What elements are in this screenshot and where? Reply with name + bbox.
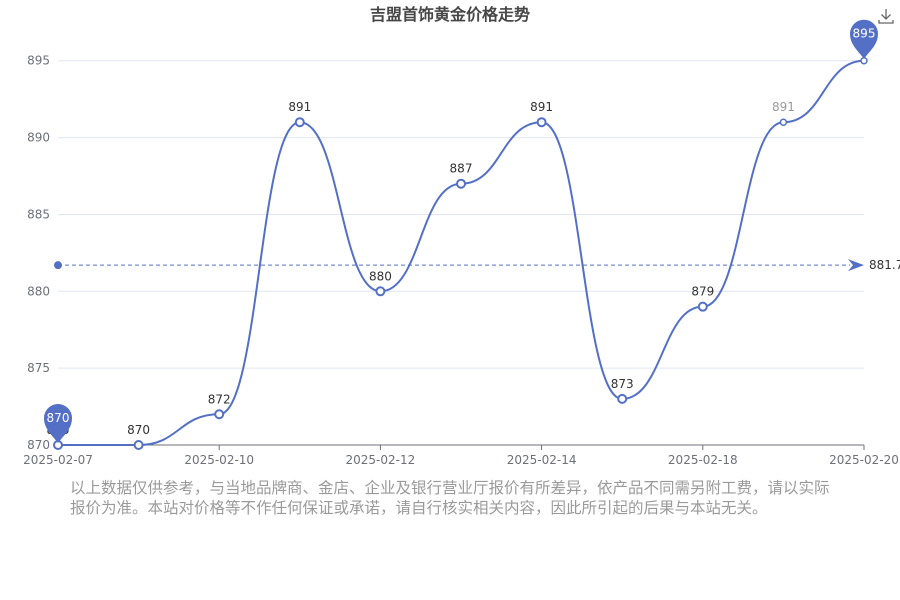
data-label: 873 (611, 377, 634, 391)
y-tick-label: 895 (27, 54, 50, 68)
series-line (58, 59, 865, 447)
data-point (697, 301, 708, 312)
data-point (294, 117, 305, 128)
average-line-arrow (848, 259, 864, 272)
data-label: 891 (288, 100, 311, 114)
data-label: 870 (127, 423, 150, 437)
data-label: 872 (208, 392, 231, 406)
max-pin: 895 (850, 19, 878, 59)
y-tick-label: 890 (27, 131, 50, 145)
data-point (536, 117, 547, 128)
data-point (456, 178, 466, 189)
chart-title: 吉盟首饰黄金价格走势 (370, 5, 530, 24)
grid-lines (58, 60, 864, 369)
pin-shape (850, 19, 878, 59)
data-label: 879 (691, 285, 714, 299)
data-point (779, 118, 788, 126)
x-tick-label: 2025-02-10 (184, 453, 254, 467)
x-tick-label: 2025-02-14 (507, 453, 577, 467)
x-axis-ticks: 2025-02-07 2025-02-10 2025-02-12 2025-02-14… (23, 445, 899, 467)
pin-shape (44, 404, 72, 443)
data-label: 891 (772, 100, 795, 114)
average-line-label: 881.7 (869, 258, 900, 272)
average-line: 881.7 (54, 258, 900, 272)
y-axis-ticks: 870 875 880 885 890 895 (27, 54, 50, 452)
data-label: 887 (450, 162, 473, 176)
markers: 895 870 (44, 19, 878, 443)
x-tick-label: 2025-02-18 (668, 453, 738, 467)
data-point (617, 393, 628, 404)
download-icon[interactable] (878, 9, 894, 24)
data-point (214, 409, 225, 420)
y-tick-label: 875 (27, 361, 50, 375)
data-points (53, 56, 868, 450)
x-tick-label: 2025-02-12 (346, 453, 416, 467)
y-tick-label: 870 (27, 438, 50, 452)
y-tick-label: 880 (27, 284, 50, 298)
data-label: 891 (530, 100, 553, 114)
data-label: 880 (369, 269, 392, 283)
pin-label: 870 (47, 411, 70, 425)
pin-label: 895 (853, 27, 876, 41)
x-tick-label: 2025-02-07 (23, 453, 93, 467)
data-labels: 870 870 872 891 880 887 891 873 879 891 (47, 100, 795, 437)
y-tick-label: 885 (27, 207, 50, 221)
disclaimer-text: 以上数据仅供参考，与当地品牌商、金店、企业及银行营业厅报价有所差异，依产品不同需… (70, 479, 830, 517)
min-pin: 870 (44, 404, 72, 443)
data-point (375, 286, 386, 297)
x-tick-label: 2025-02-20 (829, 453, 899, 467)
data-point (133, 440, 144, 450)
